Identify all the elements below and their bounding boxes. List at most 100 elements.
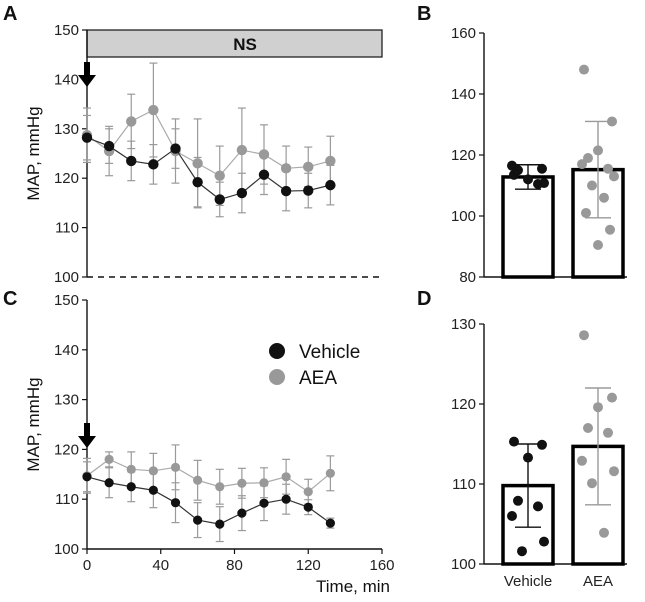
legend-aea-marker (269, 369, 285, 385)
data-point (170, 143, 181, 154)
data-point (303, 185, 314, 196)
data-point (281, 494, 291, 504)
panel-a-plot: 100 110 120 130 140 150 MAP, mmHg (24, 22, 382, 286)
series-vehicle (82, 461, 335, 543)
individual-point (579, 64, 589, 75)
individual-point (583, 153, 593, 164)
y-axis-label: MAP, mmHg (24, 106, 43, 200)
data-point (148, 104, 159, 116)
data-point (303, 502, 313, 512)
data-point (81, 132, 93, 143)
arrow-icon (84, 62, 90, 76)
y-tick-label: 150 (54, 292, 79, 309)
y-tick-label: 140 (54, 342, 79, 359)
individual-point (593, 239, 603, 250)
individual-point (599, 192, 609, 203)
data-point (126, 116, 137, 127)
individual-point (537, 439, 547, 450)
y-tick-label: 130 (451, 316, 476, 333)
individual-point (587, 478, 597, 489)
individual-point (517, 546, 527, 557)
category-label: Vehicle (504, 573, 552, 590)
data-point (258, 169, 270, 180)
data-point (325, 179, 336, 191)
y-tick-label: 100 (451, 556, 476, 573)
legend-vehicle-marker (269, 343, 285, 359)
individual-point (583, 423, 593, 433)
data-point (192, 176, 203, 188)
data-point (126, 155, 137, 167)
y-tick-label: 140 (451, 86, 476, 103)
data-point (280, 185, 292, 197)
data-point (215, 519, 225, 529)
individual-point (599, 527, 609, 538)
series-line (86, 137, 331, 201)
individual-point (603, 163, 613, 174)
data-point (236, 144, 248, 156)
individual-point (607, 116, 617, 127)
data-point (104, 454, 114, 464)
individual-point (609, 171, 619, 182)
individual-point (587, 180, 597, 191)
panel-b-plot: 80 100 120 140 160 (451, 25, 627, 286)
individual-point (513, 495, 523, 506)
individual-point (603, 427, 613, 438)
data-point (126, 482, 136, 492)
individual-point (523, 452, 533, 463)
bar-vehicle (501, 175, 555, 279)
legend-vehicle-label: Vehicle (299, 342, 360, 363)
individual-point (507, 511, 517, 521)
series-line (86, 458, 331, 493)
data-point (170, 462, 181, 472)
individual-point (593, 145, 603, 156)
data-point (104, 478, 114, 488)
arrow-icon (84, 423, 90, 437)
data-point (215, 482, 225, 492)
y-tick-label: 100 (451, 208, 476, 225)
y-tick-label: 120 (451, 147, 476, 164)
y-tick-label: 140 (54, 71, 79, 88)
individual-point (523, 174, 533, 185)
data-point (236, 187, 248, 199)
individual-point (605, 224, 615, 235)
individual-point (607, 392, 617, 403)
y-tick-label: 130 (54, 392, 79, 409)
series-aea (81, 62, 336, 209)
data-point (214, 194, 225, 205)
panel-d-plot: 100 110 120 130 Vehicle AEA (451, 316, 627, 590)
arrow-head-icon (78, 436, 96, 448)
panel-label-a: A (3, 3, 17, 25)
y-tick-label: 150 (54, 22, 79, 39)
data-point (237, 508, 247, 518)
x-tick-label: 160 (369, 557, 394, 574)
individual-point (593, 402, 603, 413)
panel-label-d: D (417, 288, 431, 310)
y-tick-label: 110 (452, 476, 476, 493)
panel-label-b: B (417, 3, 431, 25)
arrow-head-icon (78, 75, 96, 87)
data-point (325, 155, 336, 167)
individual-point (533, 501, 543, 512)
x-tick-label: 40 (152, 557, 169, 574)
data-point (148, 159, 159, 170)
series-line (86, 109, 331, 177)
data-point (82, 472, 92, 482)
x-tick-label: 120 (296, 557, 321, 574)
x-tick-label: 80 (226, 557, 243, 574)
panel-label-c: C (3, 288, 17, 310)
series-vehicle (81, 114, 336, 218)
data-point (193, 475, 203, 485)
y-tick-label: 80 (459, 269, 476, 286)
y-tick-label: 100 (54, 541, 79, 558)
y-tick-label: 120 (54, 170, 79, 187)
y-tick-label: 100 (54, 269, 79, 286)
individual-point (579, 330, 589, 341)
series-aea (82, 444, 335, 505)
y-tick-label: 110 (55, 220, 79, 237)
ns-label: NS (233, 35, 257, 54)
individual-point (539, 178, 549, 189)
y-tick-label: 120 (451, 396, 476, 413)
data-point (303, 487, 313, 497)
data-point (214, 170, 225, 181)
